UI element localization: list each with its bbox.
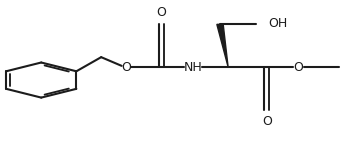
Polygon shape [217,24,228,67]
Text: O: O [262,115,272,128]
Text: O: O [294,61,304,74]
Text: O: O [121,61,131,74]
Text: O: O [156,6,166,19]
Text: OH: OH [269,17,288,30]
Text: NH: NH [183,61,202,74]
